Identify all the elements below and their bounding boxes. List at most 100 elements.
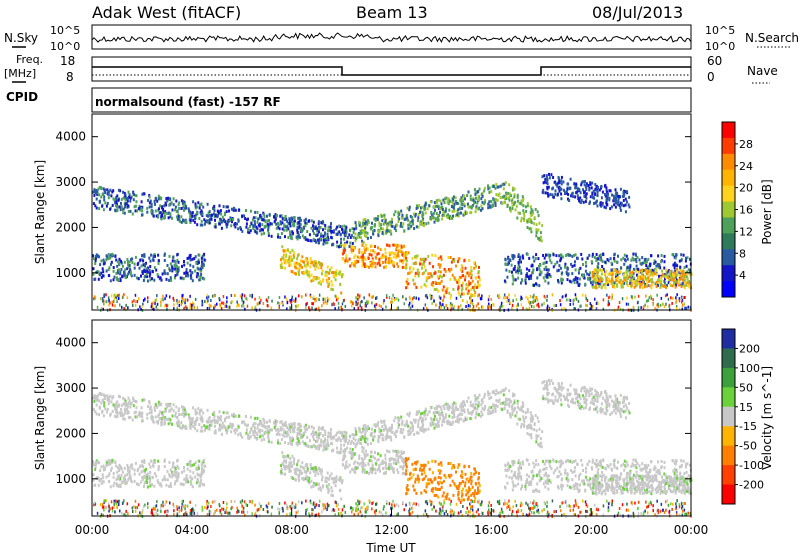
power-echo <box>330 230 333 233</box>
power-echo <box>619 208 622 212</box>
power-echo <box>253 220 256 224</box>
power-echo <box>279 236 282 239</box>
power-echo <box>225 205 228 209</box>
power-echo <box>362 223 365 227</box>
velocity-echo <box>217 416 220 420</box>
velocity-echo <box>384 424 387 428</box>
velocity-echo <box>304 442 307 446</box>
power-echo <box>363 247 366 251</box>
power-echo <box>372 229 374 233</box>
power-echo <box>261 223 264 227</box>
power-noise <box>164 304 166 308</box>
power-echo <box>458 275 461 279</box>
power-echo <box>627 275 630 279</box>
velocity-echo <box>333 435 335 439</box>
power-echo <box>483 189 486 193</box>
power-noise <box>136 300 139 304</box>
freq-tick-top: 18 <box>60 54 75 68</box>
velocity-echo <box>341 433 343 437</box>
power-echo <box>548 273 551 277</box>
velocity-echo <box>268 429 271 433</box>
power-echo <box>601 203 604 207</box>
power-echo <box>487 187 490 191</box>
power-echo <box>688 273 691 277</box>
power-echo <box>171 208 174 212</box>
power-echo <box>461 202 464 206</box>
power-echo <box>121 264 124 268</box>
power-noise <box>196 306 199 310</box>
power-echo <box>478 283 481 287</box>
power-echo <box>655 264 658 268</box>
velocity-echo <box>279 426 282 430</box>
power-echo <box>518 269 521 273</box>
power-echo <box>180 220 183 224</box>
power-echo <box>469 197 472 201</box>
power-echo <box>613 257 616 260</box>
velocity-echo <box>355 432 358 436</box>
velocity-echo <box>487 390 489 394</box>
power-echo <box>352 245 355 249</box>
power-echo <box>376 262 379 266</box>
power-echo <box>642 280 645 284</box>
power-echo <box>643 275 646 279</box>
power-noise <box>125 303 127 307</box>
power-echo <box>168 254 171 258</box>
power-echo <box>195 275 198 279</box>
power-echo <box>177 203 180 207</box>
power-echo <box>550 173 553 177</box>
power-echo <box>634 258 637 261</box>
power-echo <box>573 278 576 282</box>
power-echo <box>208 221 211 225</box>
power-echo <box>517 271 520 275</box>
power-noise <box>178 304 181 307</box>
power-echo <box>281 256 284 260</box>
power-echo <box>619 269 621 273</box>
power-echo <box>488 204 491 208</box>
power-echo <box>107 189 110 193</box>
velocity-echo <box>268 419 271 423</box>
power-echo <box>172 203 175 207</box>
power-colorbar-tick-label: 8 <box>739 247 746 260</box>
velocity-echo <box>171 414 174 418</box>
power-echo <box>214 225 217 229</box>
power-echo <box>422 212 425 216</box>
power-echo <box>177 268 180 272</box>
velocity-echo <box>163 417 166 421</box>
velocity-echo <box>452 420 454 424</box>
power-echo <box>112 269 115 273</box>
power-echo <box>587 276 589 280</box>
power-echo <box>122 207 125 211</box>
power-echo <box>136 209 139 213</box>
power-echo <box>291 258 294 262</box>
power-echo <box>593 269 596 273</box>
power-echo <box>442 212 445 216</box>
velocity-echo <box>109 394 112 398</box>
velocity-echo <box>456 419 459 423</box>
velocity-echo <box>267 437 270 441</box>
power-echo <box>443 201 446 205</box>
power-echo <box>424 201 427 205</box>
power-echo <box>597 266 600 270</box>
velocity-echo <box>324 447 327 451</box>
freq-label-line2: [MHz] <box>4 67 36 80</box>
power-echo <box>348 233 351 237</box>
power-echo <box>402 222 405 226</box>
power-echo <box>599 258 602 262</box>
velocity-echo <box>381 425 384 429</box>
power-echo <box>389 220 392 224</box>
power-echo <box>364 234 366 238</box>
velocity-echo <box>309 445 312 449</box>
power-echo <box>629 265 632 269</box>
power-echo <box>638 271 641 274</box>
velocity-echo <box>93 399 96 403</box>
power-noise <box>537 302 539 306</box>
velocity-echo <box>95 412 98 416</box>
velocity-echo <box>115 408 118 412</box>
power-echo <box>120 197 123 201</box>
power-noise <box>489 305 492 309</box>
nave-label: Nave <box>747 64 778 78</box>
power-echo <box>484 198 487 202</box>
velocity-echo <box>327 435 329 439</box>
power-echo <box>365 264 368 268</box>
velocity-echo <box>165 403 168 407</box>
